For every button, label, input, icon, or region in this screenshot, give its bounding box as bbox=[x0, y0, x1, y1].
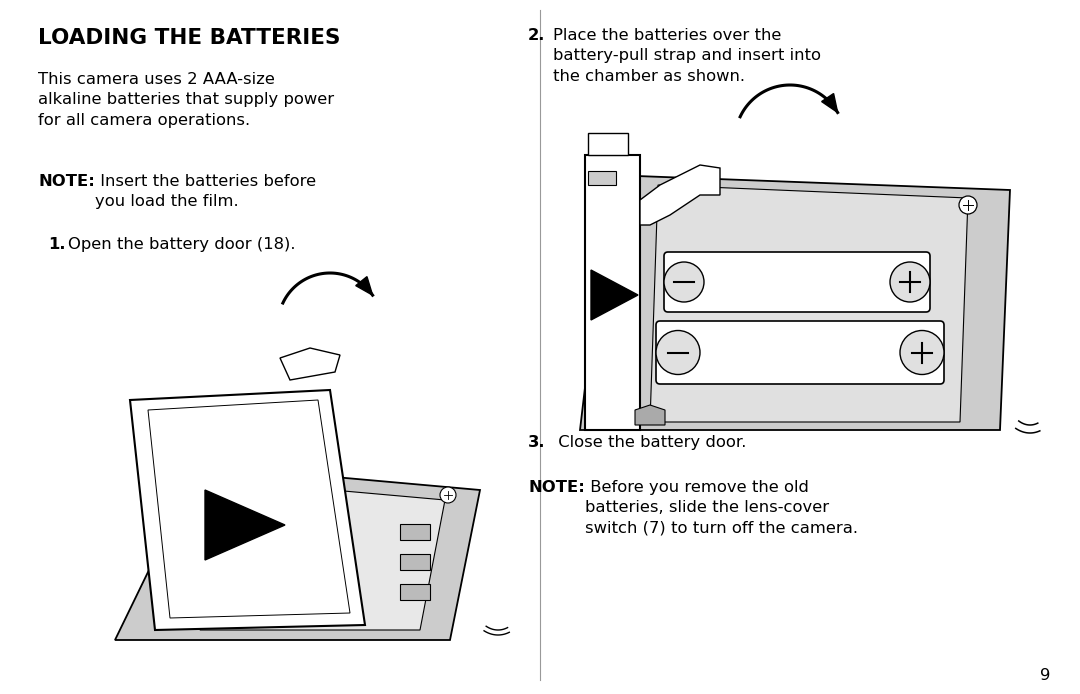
Circle shape bbox=[664, 262, 704, 302]
Text: Before you remove the old
batteries, slide the lens-cover
switch (7) to turn off: Before you remove the old batteries, sli… bbox=[585, 480, 858, 536]
Text: Close the battery door.: Close the battery door. bbox=[553, 435, 746, 450]
Text: Insert the batteries before
you load the film.: Insert the batteries before you load the… bbox=[95, 174, 316, 210]
Polygon shape bbox=[822, 94, 838, 112]
FancyBboxPatch shape bbox=[664, 252, 930, 312]
Text: Open the battery door (18).: Open the battery door (18). bbox=[68, 237, 296, 252]
Text: NOTE:: NOTE: bbox=[38, 174, 95, 189]
Text: This camera uses 2 AAA-size
alkaline batteries that supply power
for all camera : This camera uses 2 AAA-size alkaline bat… bbox=[38, 72, 334, 128]
Polygon shape bbox=[130, 390, 365, 630]
Circle shape bbox=[900, 330, 944, 375]
Polygon shape bbox=[650, 185, 968, 422]
Circle shape bbox=[440, 487, 456, 503]
Polygon shape bbox=[585, 155, 640, 430]
Bar bbox=[400, 584, 430, 600]
FancyBboxPatch shape bbox=[656, 321, 944, 384]
Circle shape bbox=[959, 196, 977, 214]
Text: 2.: 2. bbox=[528, 28, 545, 43]
Bar bbox=[588, 133, 627, 155]
Bar bbox=[400, 554, 430, 570]
Polygon shape bbox=[580, 175, 1010, 430]
Bar bbox=[400, 524, 430, 540]
Text: 9: 9 bbox=[1040, 668, 1050, 683]
Text: 3.: 3. bbox=[528, 435, 545, 450]
Polygon shape bbox=[635, 405, 665, 425]
Polygon shape bbox=[591, 270, 638, 320]
Polygon shape bbox=[280, 348, 340, 380]
Bar bbox=[588, 171, 616, 185]
Text: LOADING THE BATTERIES: LOADING THE BATTERIES bbox=[38, 28, 340, 48]
Polygon shape bbox=[640, 165, 720, 225]
Text: NOTE:: NOTE: bbox=[528, 480, 585, 495]
Polygon shape bbox=[355, 277, 373, 295]
Text: 1.: 1. bbox=[48, 237, 66, 252]
Circle shape bbox=[656, 330, 700, 375]
Polygon shape bbox=[205, 490, 285, 560]
Polygon shape bbox=[148, 400, 350, 618]
Polygon shape bbox=[114, 465, 480, 640]
Circle shape bbox=[890, 262, 930, 302]
Text: Place the batteries over the
battery-pull strap and insert into
the chamber as s: Place the batteries over the battery-pul… bbox=[553, 28, 821, 84]
Polygon shape bbox=[200, 480, 445, 630]
